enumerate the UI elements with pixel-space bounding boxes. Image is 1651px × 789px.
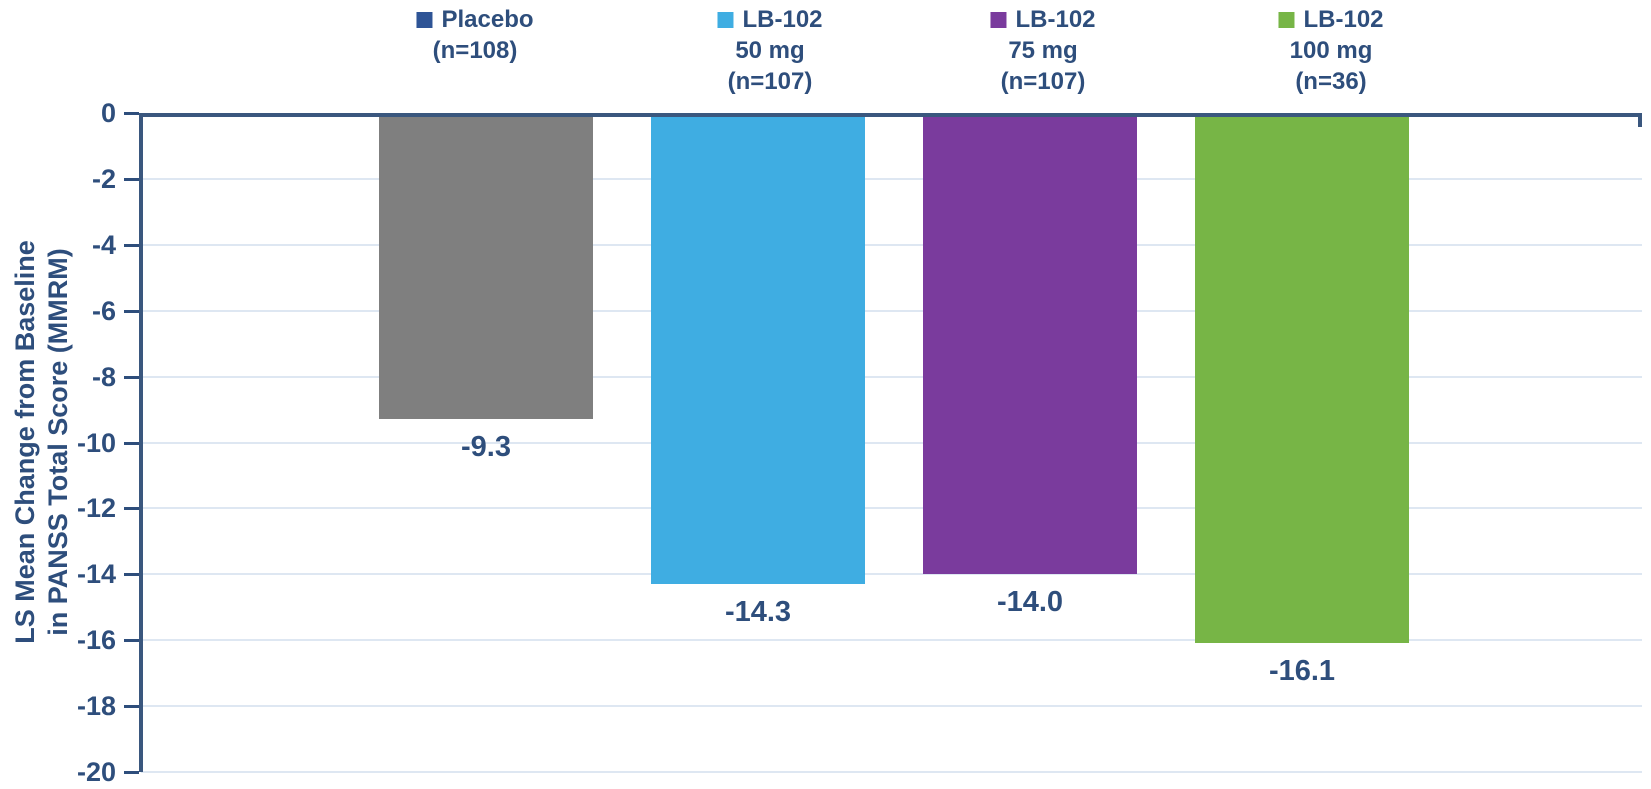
y-tick-mark [124,441,139,445]
gridline [141,639,1642,642]
legend-swatch [717,12,734,28]
right-end-tick [1638,113,1642,127]
legend-item: LB-102 75 mg (n=107) [990,4,1096,97]
y-tick-mark [124,309,139,313]
y-tick-label: -20 [76,757,116,787]
legend-label-line: LB-102 [1278,4,1384,35]
legend-label-line: 75 mg [1008,37,1078,64]
y-tick-label: -10 [76,427,116,458]
y-tick-mark [124,573,139,577]
legend-label-line: (n=107) [727,68,813,95]
gridline [141,507,1642,510]
y-tick-label: -2 [91,163,116,194]
gridline [141,375,1642,378]
bar-value-label: -16.1 [1268,655,1336,688]
y-tick-label: -8 [91,361,116,392]
gridline [141,309,1642,312]
y-tick-mark [124,243,139,247]
gridline [141,441,1642,444]
y-tick-label: -6 [91,295,116,326]
legend-label-line: (n=107) [1000,68,1086,95]
legend-label-line: 50 mg [735,37,805,64]
gridline [141,771,1642,773]
y-tick-label: -16 [76,625,116,656]
y-tick-mark [124,705,139,709]
y-tick-mark [124,639,139,643]
y-tick-label: -14 [76,559,116,590]
legend-swatch [990,12,1007,28]
y-tick-label: -4 [91,229,116,260]
y-tick-label: 0 [100,98,116,128]
legend-swatch [1278,12,1295,28]
y-tick-mark [124,771,139,774]
legend-item: LB-102 50 mg (n=107) [717,4,823,97]
gridline [141,705,1642,708]
y-tick-mark [124,177,139,181]
gridline [141,177,1642,180]
gridline [141,243,1642,246]
y-tick-label: -12 [76,493,116,524]
y-axis-line [139,113,143,772]
legend-label-line: Placebo [416,4,534,35]
y-tick-mark [124,112,139,115]
legend-label-line: LB-102 [990,4,1096,35]
legend-label-line: (n=108) [432,37,518,64]
gridline [141,573,1642,576]
y-tick-mark [124,507,139,511]
bar-value-label: -14.0 [996,586,1064,619]
y-tick-label: -18 [76,691,116,722]
bar [379,117,593,420]
bar [1195,117,1409,644]
bar [923,117,1137,575]
bar-value-label: -14.3 [724,596,792,629]
legend-label-line: (n=36) [1295,68,1367,95]
legend-item: Placebo (n=108) [416,4,534,66]
legend-item: LB-102 100 mg (n=36) [1278,4,1384,97]
y-tick-mark [124,375,139,379]
legend-label-line: 100 mg [1289,37,1373,64]
legend-label-line: LB-102 [717,4,823,35]
legend-swatch [416,12,433,28]
bar [651,117,865,585]
bar-value-label: -9.3 [461,431,511,464]
zero-baseline [139,113,1642,117]
